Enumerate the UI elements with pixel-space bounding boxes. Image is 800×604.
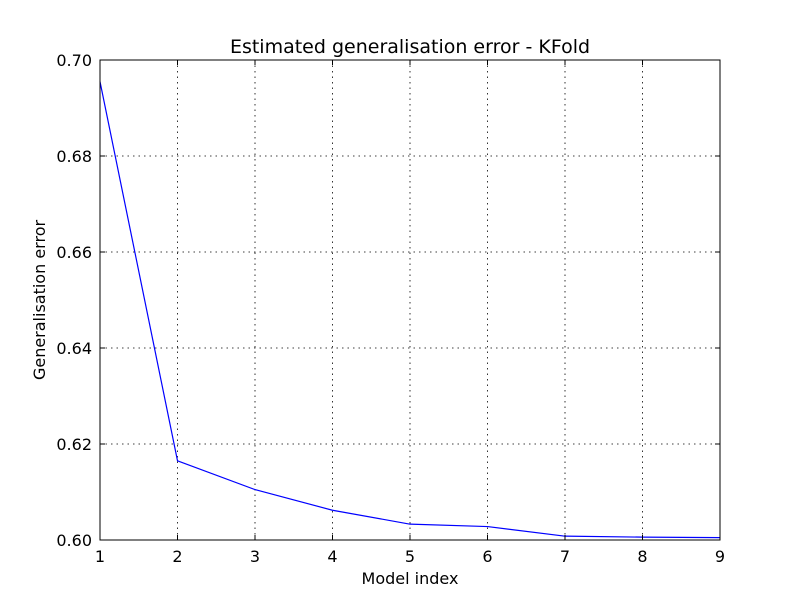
x-tick-label: 7 bbox=[560, 547, 570, 566]
y-tick-label: 0.64 bbox=[56, 339, 92, 358]
x-tick-label: 9 bbox=[715, 547, 725, 566]
y-tick-label: 0.60 bbox=[56, 531, 92, 550]
y-tick-label: 0.68 bbox=[56, 147, 92, 166]
y-tick-label: 0.66 bbox=[56, 243, 92, 262]
chart-title: Estimated generalisation error - KFold bbox=[230, 36, 590, 58]
y-tick-label: 0.62 bbox=[56, 435, 92, 454]
x-tick-label: 1 bbox=[95, 547, 105, 566]
x-tick-label: 4 bbox=[327, 547, 337, 566]
x-tick-label: 3 bbox=[250, 547, 260, 566]
y-axis-label: Generalisation error bbox=[30, 220, 49, 381]
x-tick-label: 5 bbox=[405, 547, 415, 566]
x-tick-label: 6 bbox=[482, 547, 492, 566]
x-tick-label: 2 bbox=[172, 547, 182, 566]
x-tick-label: 8 bbox=[637, 547, 647, 566]
y-tick-label: 0.70 bbox=[56, 51, 92, 70]
x-axis-label: Model index bbox=[362, 569, 459, 588]
